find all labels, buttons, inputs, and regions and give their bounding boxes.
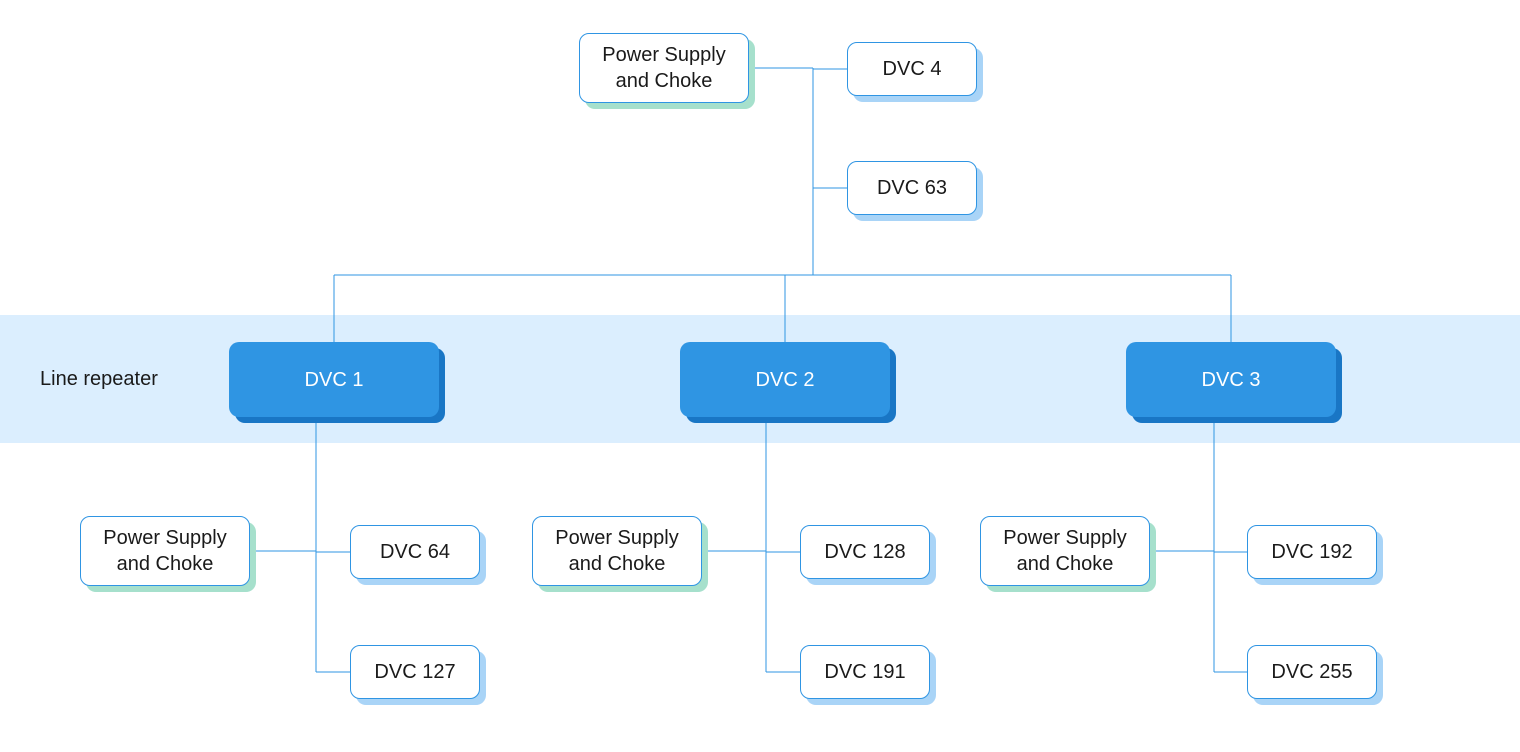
line-repeater-label: Line repeater: [40, 368, 158, 391]
node-dvc63: DVC 63: [847, 161, 977, 215]
node-dvc2: DVC 2: [680, 342, 890, 417]
node-dvc192: DVC 192: [1247, 525, 1377, 579]
node-ps3: Power Supplyand Choke: [980, 516, 1150, 586]
node-dvc127: DVC 127: [350, 645, 480, 699]
node-ps1: Power Supplyand Choke: [80, 516, 250, 586]
node-dvc64: DVC 64: [350, 525, 480, 579]
node-dvc1: DVC 1: [229, 342, 439, 417]
node-dvc4: DVC 4: [847, 42, 977, 96]
node-ps2: Power Supplyand Choke: [532, 516, 702, 586]
node-dvc191: DVC 191: [800, 645, 930, 699]
node-dvc128: DVC 128: [800, 525, 930, 579]
node-dvc255: DVC 255: [1247, 645, 1377, 699]
node-ps_top: Power Supplyand Choke: [579, 33, 749, 103]
node-dvc3: DVC 3: [1126, 342, 1336, 417]
diagram-canvas: Line repeater Power Supplyand Choke DVC 4…: [0, 0, 1520, 752]
